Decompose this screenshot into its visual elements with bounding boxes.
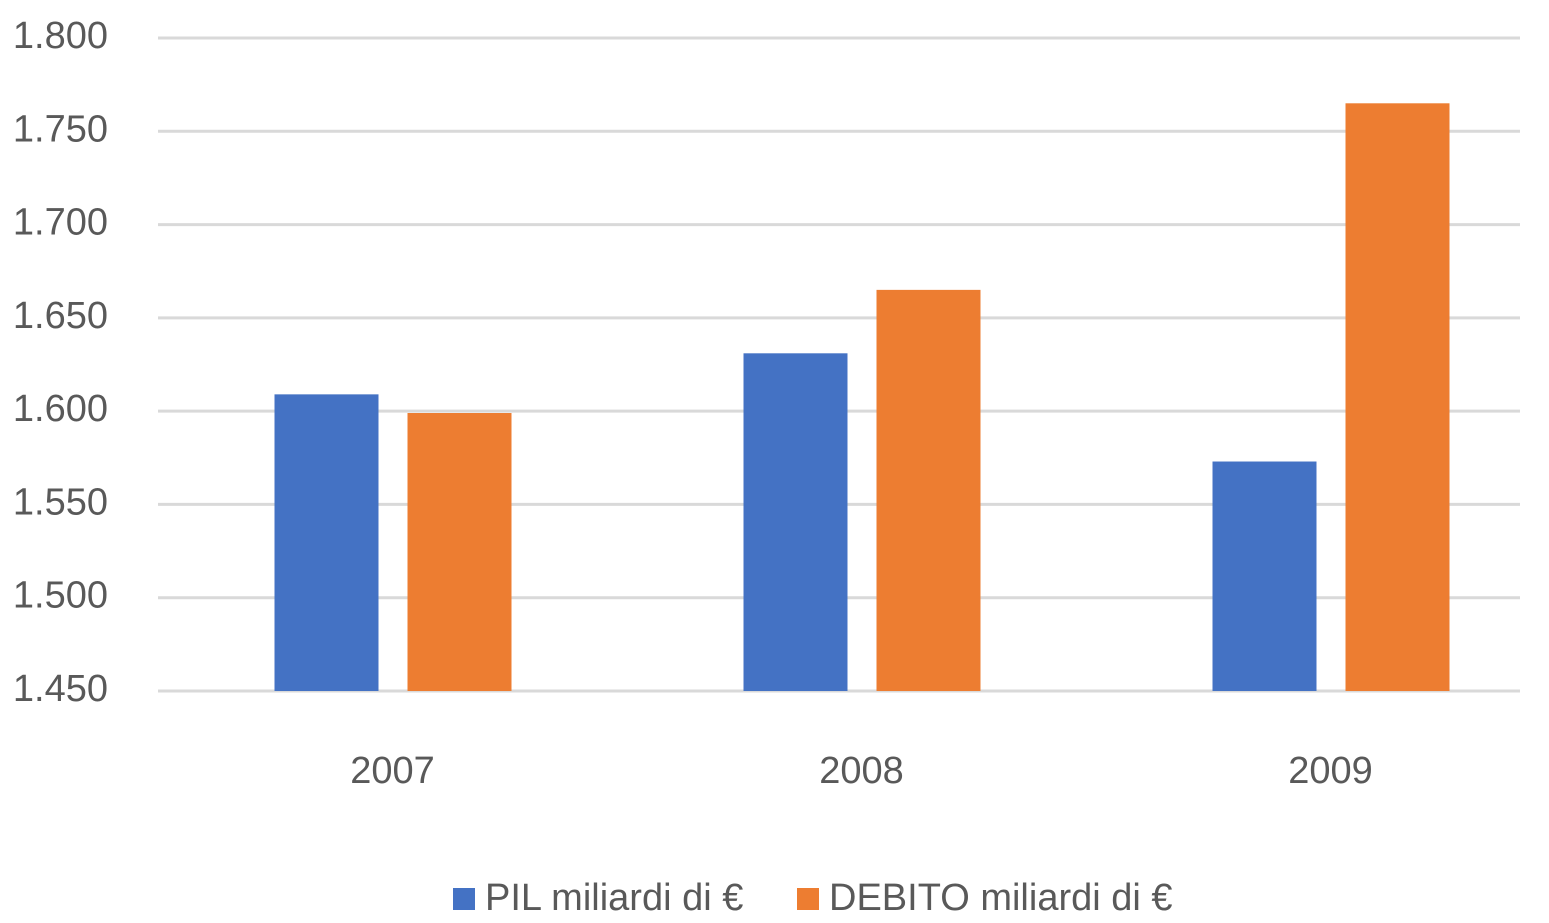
bar [274, 394, 379, 691]
y-tick-label: 1.600 [13, 388, 108, 430]
bar [876, 289, 981, 691]
x-tick-label: 2007 [350, 750, 435, 792]
bar [743, 353, 848, 691]
legend-swatch [453, 888, 475, 910]
x-tick-label: 2008 [819, 750, 904, 792]
bar [1212, 461, 1317, 691]
y-tick-label: 1.750 [13, 108, 108, 150]
y-tick-label: 1.550 [13, 481, 108, 523]
y-tick-label: 1.800 [13, 15, 108, 57]
y-tick-label: 1.450 [13, 668, 108, 710]
y-tick-label: 1.700 [13, 202, 108, 244]
legend-swatch [797, 888, 819, 910]
y-tick-label: 1.650 [13, 295, 108, 337]
legend-label: PIL miliardi di € [485, 877, 743, 919]
bar [407, 413, 512, 691]
y-tick-label: 1.500 [13, 575, 108, 617]
legend-label: DEBITO miliardi di € [829, 877, 1173, 919]
bar [1345, 103, 1450, 692]
x-tick-label: 2009 [1288, 750, 1373, 792]
